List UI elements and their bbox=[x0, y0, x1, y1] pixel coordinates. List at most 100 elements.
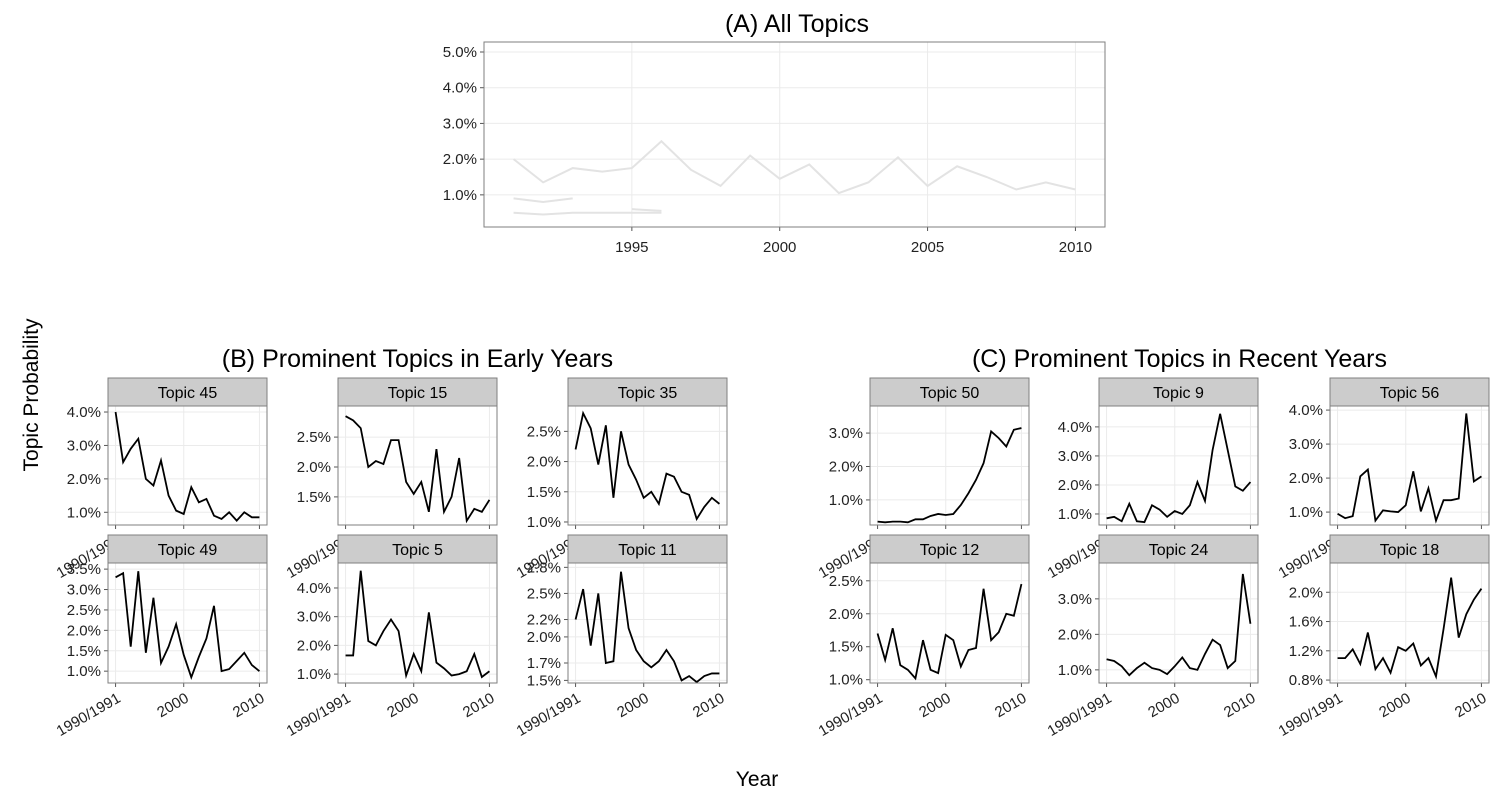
y-tick-label: 2.0% bbox=[1289, 470, 1323, 487]
y-tick-label: 2.0% bbox=[67, 622, 101, 639]
y-tick-label: 1.0% bbox=[1289, 504, 1323, 521]
y-tick-label: 3.5% bbox=[67, 561, 101, 578]
data-line bbox=[574, 410, 720, 522]
strip bbox=[567, 534, 728, 564]
x-tick-label: 2010 bbox=[992, 690, 1029, 721]
plot-border bbox=[567, 405, 728, 526]
y-tick-label: 1.0% bbox=[1058, 506, 1092, 523]
data-line bbox=[513, 211, 662, 216]
strip-label: Topic 15 bbox=[388, 385, 448, 402]
plot-border bbox=[337, 405, 498, 526]
data-line bbox=[876, 583, 1023, 681]
plot-background bbox=[568, 406, 727, 525]
x-tick-label: 1990/1991 bbox=[514, 690, 584, 740]
strip bbox=[107, 534, 268, 564]
data-line bbox=[115, 571, 260, 680]
y-tick-label: 2.8% bbox=[527, 559, 561, 576]
y-tick-label: 2.0% bbox=[297, 459, 331, 476]
strip-label: Topic 45 bbox=[158, 385, 218, 402]
x-tick-label: 2010 bbox=[230, 690, 267, 721]
y-tick-label: 1.0% bbox=[829, 672, 863, 689]
plot-border bbox=[1098, 562, 1259, 684]
strip bbox=[1098, 377, 1259, 407]
y-tick-label: 0.8% bbox=[1289, 672, 1323, 689]
plot-border bbox=[869, 562, 1030, 684]
plot-border bbox=[1329, 562, 1490, 684]
plot-border bbox=[483, 41, 1106, 228]
y-tick-label: 2.5% bbox=[297, 429, 331, 446]
plot-border bbox=[1098, 405, 1259, 526]
y-tick-label: 4.0% bbox=[1289, 402, 1323, 419]
plot-background bbox=[338, 406, 497, 525]
chart-title: (A) All Topics bbox=[725, 10, 869, 38]
plot-background bbox=[108, 563, 267, 683]
strip bbox=[567, 377, 728, 407]
strip-label: Topic 56 bbox=[1380, 385, 1440, 402]
y-tick-label: 3.0% bbox=[443, 115, 477, 132]
plot-background bbox=[870, 406, 1029, 525]
y-tick-label: 1.5% bbox=[297, 489, 331, 506]
strip-label: Topic 35 bbox=[618, 385, 678, 402]
x-tick-label: 1990/1991 bbox=[1045, 690, 1115, 740]
x-tick-label: 1990/1991 bbox=[284, 690, 354, 740]
y-tick-label: 3.0% bbox=[67, 437, 101, 454]
y-tick-label: 5.0% bbox=[443, 44, 477, 61]
plot-background bbox=[1330, 563, 1489, 683]
y-tick-label: 2.0% bbox=[829, 459, 863, 476]
x-tick-label: 1995 bbox=[615, 239, 648, 256]
y-tick-label: 2.5% bbox=[829, 573, 863, 590]
x-tick-label: 1990/1991 bbox=[1276, 690, 1346, 740]
y-tick-label: 4.0% bbox=[297, 580, 331, 597]
data-line bbox=[1337, 413, 1482, 524]
strip-label: Topic 24 bbox=[1149, 542, 1209, 559]
y-tick-label: 1.6% bbox=[1289, 614, 1323, 631]
y-tick-label: 3.0% bbox=[1289, 436, 1323, 453]
plot-background bbox=[1099, 406, 1258, 525]
y-axis-title: Topic Probability bbox=[20, 318, 43, 471]
y-tick-label: 2.0% bbox=[297, 637, 331, 654]
group-title: (C) Prominent Topics in Recent Years bbox=[972, 345, 1387, 373]
x-tick-label: 2005 bbox=[911, 239, 944, 256]
y-tick-label: 1.5% bbox=[67, 643, 101, 660]
y-tick-label: 2.0% bbox=[527, 454, 561, 471]
y-tick-label: 1.0% bbox=[67, 663, 101, 680]
x-tick-label: 2000 bbox=[614, 690, 651, 721]
y-tick-label: 2.5% bbox=[527, 585, 561, 602]
data-line bbox=[114, 411, 260, 522]
plot-background bbox=[108, 406, 267, 525]
plot-border bbox=[869, 405, 1030, 526]
data-line bbox=[345, 570, 490, 680]
y-tick-label: 2.0% bbox=[1058, 626, 1092, 643]
x-axis-title: Year bbox=[736, 768, 778, 791]
strip bbox=[1329, 534, 1490, 564]
strip-label: Topic 18 bbox=[1380, 542, 1440, 559]
x-tick-label: 2000 bbox=[154, 690, 191, 721]
strip-label: Topic 11 bbox=[618, 542, 677, 559]
y-tick-label: 1.5% bbox=[527, 484, 561, 501]
y-tick-label: 1.2% bbox=[1289, 643, 1323, 660]
strip bbox=[1329, 377, 1490, 407]
y-tick-label: 2.0% bbox=[67, 471, 101, 488]
y-tick-label: 4.0% bbox=[67, 404, 101, 421]
x-tick-label: 2000 bbox=[1376, 690, 1413, 721]
y-tick-label: 1.5% bbox=[527, 672, 561, 689]
y-tick-label: 4.0% bbox=[1058, 419, 1092, 436]
x-tick-label: 1990/1991 bbox=[816, 690, 886, 740]
data-line bbox=[1337, 577, 1483, 680]
y-tick-label: 2.0% bbox=[443, 151, 477, 168]
y-tick-label: 1.0% bbox=[527, 514, 561, 531]
data-line bbox=[877, 427, 1022, 524]
strip bbox=[107, 377, 268, 407]
y-tick-label: 2.0% bbox=[1289, 584, 1323, 601]
data-line bbox=[1106, 573, 1252, 677]
y-tick-label: 1.5% bbox=[829, 639, 863, 656]
y-tick-label: 3.0% bbox=[1058, 448, 1092, 465]
strip-label: Topic 12 bbox=[920, 542, 980, 559]
strip bbox=[337, 534, 498, 564]
strip-label: Topic 9 bbox=[1153, 385, 1204, 402]
strip bbox=[869, 377, 1030, 407]
x-tick-label: 2010 bbox=[1221, 690, 1258, 721]
y-tick-label: 3.0% bbox=[829, 425, 863, 442]
